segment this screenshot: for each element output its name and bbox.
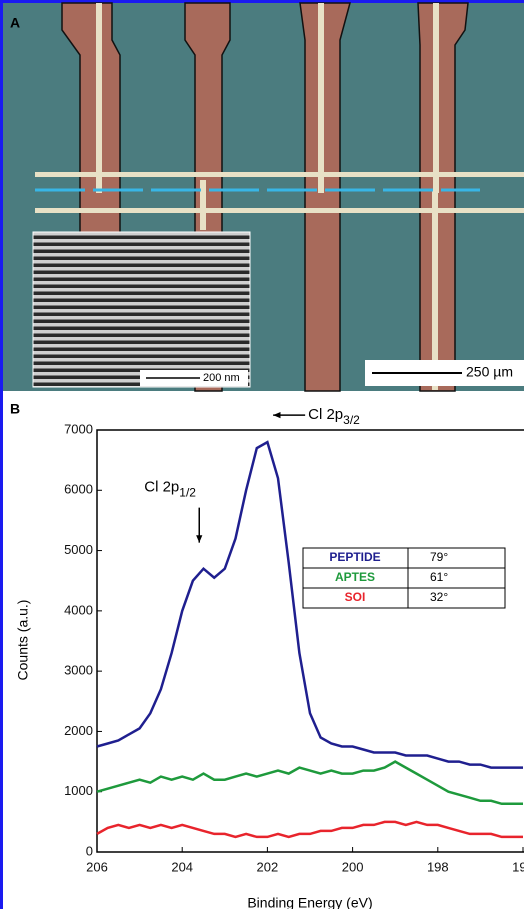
panel-label: A — [10, 15, 20, 31]
annotation-subscript: 3/2 — [343, 413, 360, 427]
y-tick-label: 4000 — [64, 602, 93, 617]
annotation-text: Cl 2p — [308, 406, 343, 423]
legend-label: PEPTIDE — [329, 550, 380, 564]
annotation: Cl 2p3/2 — [308, 406, 360, 427]
y-tick-label: 6000 — [64, 482, 93, 497]
x-tick-label: 198 — [427, 859, 449, 874]
y-axis-label: Counts (a.u.) — [15, 600, 31, 681]
series-line — [96, 820, 523, 839]
annotation-text: Cl 2p — [144, 479, 179, 496]
inset-scale-label: 200 nm — [203, 372, 240, 384]
x-tick-label: 204 — [171, 859, 193, 874]
annotation: Cl 2p1/2 — [144, 479, 196, 500]
series-line — [96, 760, 523, 806]
legend: PEPTIDE 79° APTES 61° SOI 32° — [302, 547, 506, 609]
legend-angle: 61° — [430, 570, 448, 584]
y-tick-label: 1000 — [64, 783, 93, 798]
annotation-arrowhead — [196, 535, 203, 543]
x-axis-label: Binding Energy (eV) — [247, 895, 372, 909]
x-tick-label: 202 — [257, 859, 279, 874]
y-tick-label: 5000 — [64, 542, 93, 557]
legend-angle: 32° — [430, 590, 448, 604]
panel-label: B — [10, 401, 20, 417]
legend-label: APTES — [335, 570, 375, 584]
x-tick-label: 196 — [512, 859, 524, 874]
annotation-arrowhead — [273, 412, 281, 419]
y-tick-label: 2000 — [64, 723, 93, 738]
y-tick-label: 3000 — [64, 663, 93, 678]
micrograph: A 200 nm 250 µm — [3, 2, 524, 392]
scale-label: 250 µm — [466, 364, 513, 380]
legend-angle: 79° — [430, 550, 448, 564]
plot-frame — [96, 429, 524, 853]
x-tick-label: 206 — [86, 859, 108, 874]
legend-label: SOI — [345, 590, 366, 604]
series-line — [96, 440, 523, 769]
x-tick-label: 200 — [342, 859, 364, 874]
y-tick-label: 0 — [86, 843, 93, 858]
y-tick-label: 7000 — [64, 421, 93, 436]
annotation-subscript: 1/2 — [179, 486, 196, 500]
